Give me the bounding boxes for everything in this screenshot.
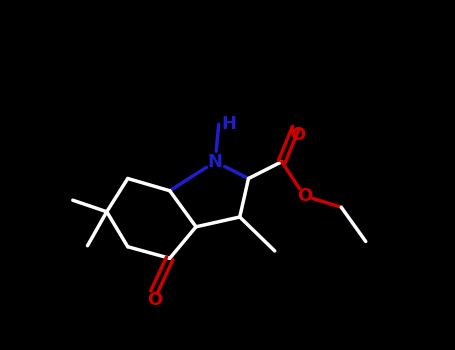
Text: O: O <box>297 187 312 205</box>
Text: O: O <box>290 126 305 144</box>
Text: O: O <box>147 291 163 309</box>
Text: N: N <box>208 153 223 171</box>
Text: H: H <box>222 115 237 133</box>
